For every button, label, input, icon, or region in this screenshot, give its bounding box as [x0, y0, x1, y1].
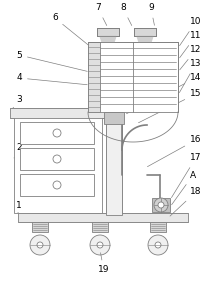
Bar: [92, 222, 108, 232]
Text: 1: 1: [16, 200, 22, 213]
Text: 4: 4: [16, 74, 87, 85]
Text: 2: 2: [14, 143, 22, 158]
Circle shape: [158, 202, 164, 208]
Circle shape: [30, 235, 50, 255]
Circle shape: [53, 155, 61, 163]
Bar: [32, 222, 48, 232]
Circle shape: [148, 235, 168, 255]
Text: 16: 16: [147, 136, 201, 167]
Circle shape: [90, 235, 110, 255]
Bar: [152, 198, 170, 212]
Circle shape: [155, 242, 161, 248]
Bar: [97, 28, 119, 36]
Text: 18: 18: [170, 188, 201, 216]
Text: 12: 12: [180, 46, 201, 70]
Circle shape: [97, 242, 103, 248]
Bar: [14, 115, 102, 213]
Text: 14: 14: [126, 74, 201, 114]
Polygon shape: [100, 36, 116, 42]
Bar: [10, 108, 106, 118]
Circle shape: [53, 181, 61, 189]
Text: 6: 6: [52, 14, 90, 46]
Text: 11: 11: [180, 31, 201, 58]
Text: 9: 9: [148, 3, 154, 25]
Text: 5: 5: [16, 50, 87, 71]
Bar: [134, 28, 156, 36]
Text: 8: 8: [120, 3, 132, 25]
Text: 10: 10: [180, 18, 201, 46]
Bar: [88, 42, 100, 112]
Text: 15: 15: [138, 89, 201, 123]
Text: 19: 19: [98, 253, 110, 275]
Circle shape: [53, 129, 61, 137]
Polygon shape: [137, 36, 153, 42]
Bar: [106, 62, 122, 215]
Circle shape: [37, 242, 43, 248]
Text: 13: 13: [179, 59, 201, 93]
Bar: [104, 112, 124, 124]
Bar: [20, 148, 94, 170]
Bar: [18, 213, 188, 222]
Text: 3: 3: [13, 95, 22, 108]
Text: 7: 7: [95, 3, 107, 25]
Bar: [20, 122, 94, 144]
Bar: [20, 174, 94, 196]
Text: 17: 17: [171, 153, 201, 198]
Circle shape: [154, 198, 168, 212]
Bar: [150, 222, 166, 232]
Bar: [88, 42, 178, 112]
Text: A: A: [172, 170, 196, 205]
